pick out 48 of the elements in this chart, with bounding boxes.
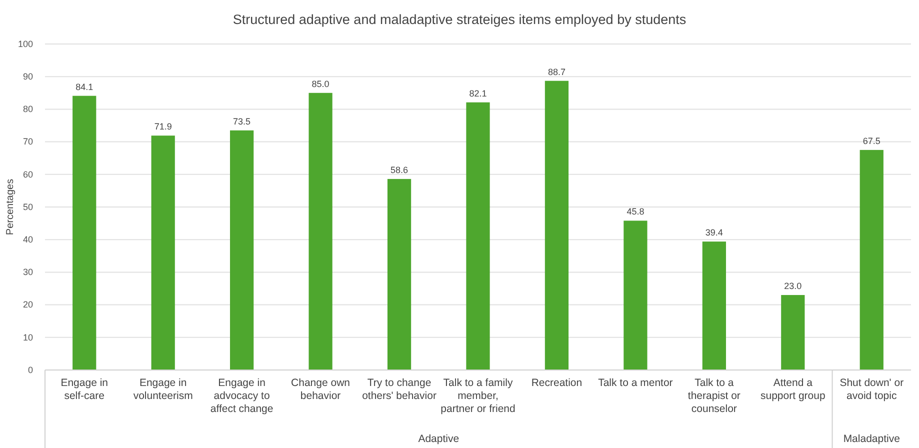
y-tick-label: 40 <box>22 234 33 244</box>
data-label: 67.5 <box>862 136 880 146</box>
data-label: 45.8 <box>626 206 644 217</box>
data-label: 82.1 <box>469 88 487 98</box>
data-label: 23.0 <box>784 281 802 292</box>
bar <box>544 80 569 370</box>
x-tick-label: Engage in volunteerism <box>133 377 194 402</box>
bar <box>308 92 332 370</box>
y-tick-label: 100 <box>18 38 33 49</box>
bar <box>781 295 805 370</box>
bar <box>151 136 175 370</box>
bar <box>387 178 412 370</box>
chart-title: Structured adaptive and maladaptive strateiges items employed by students <box>232 12 686 27</box>
x-tick-label: Change own behavior <box>291 377 350 402</box>
data-label: 58.6 <box>390 164 408 175</box>
y-tick-label: 30 <box>22 267 33 278</box>
x-tick-label: Recreation <box>531 377 582 389</box>
y-tick-label: 50 <box>22 202 33 212</box>
x-tick-label: Engage in advocacy to affect change <box>210 377 274 415</box>
data-label: 73.5 <box>233 116 251 126</box>
data-label: 39.4 <box>705 228 723 238</box>
x-tick-label: Talk to a therapist or counselor <box>688 377 741 415</box>
text: Maladaptive <box>843 433 900 445</box>
x-tick-label: Try to change others' behavior <box>362 377 437 402</box>
y-tick-label: 70 <box>22 136 33 147</box>
y-tick-label: 80 <box>22 104 33 114</box>
x-tick-label: Attend a support group <box>760 377 826 402</box>
y-tick-label: 10 <box>22 332 33 342</box>
bar <box>466 102 490 370</box>
x-tick-label: Talk to a mentor <box>598 377 674 389</box>
y-tick-label: 0 <box>28 364 33 375</box>
data-label: 88.7 <box>548 66 566 77</box>
data-label: 71.9 <box>154 122 172 132</box>
text: Adaptive <box>418 433 460 445</box>
y-tick-label: 60 <box>22 169 33 180</box>
x-tick-label: Shut down' or avoid topic <box>840 377 904 402</box>
bar <box>702 242 726 370</box>
x-tick-label: Talk to a family member, partner or friend <box>440 377 516 415</box>
y-tick-label: 20 <box>22 300 33 310</box>
y-axis-title: Percentages <box>5 178 16 236</box>
data-label: 85.0 <box>312 78 330 89</box>
x-tick-label: Engage in self-care <box>60 377 108 402</box>
data-label: 84.1 <box>76 82 94 92</box>
bar <box>624 220 648 370</box>
bar <box>230 130 254 370</box>
bar <box>860 150 884 370</box>
y-tick-label: 90 <box>22 71 33 82</box>
bar <box>72 96 96 370</box>
